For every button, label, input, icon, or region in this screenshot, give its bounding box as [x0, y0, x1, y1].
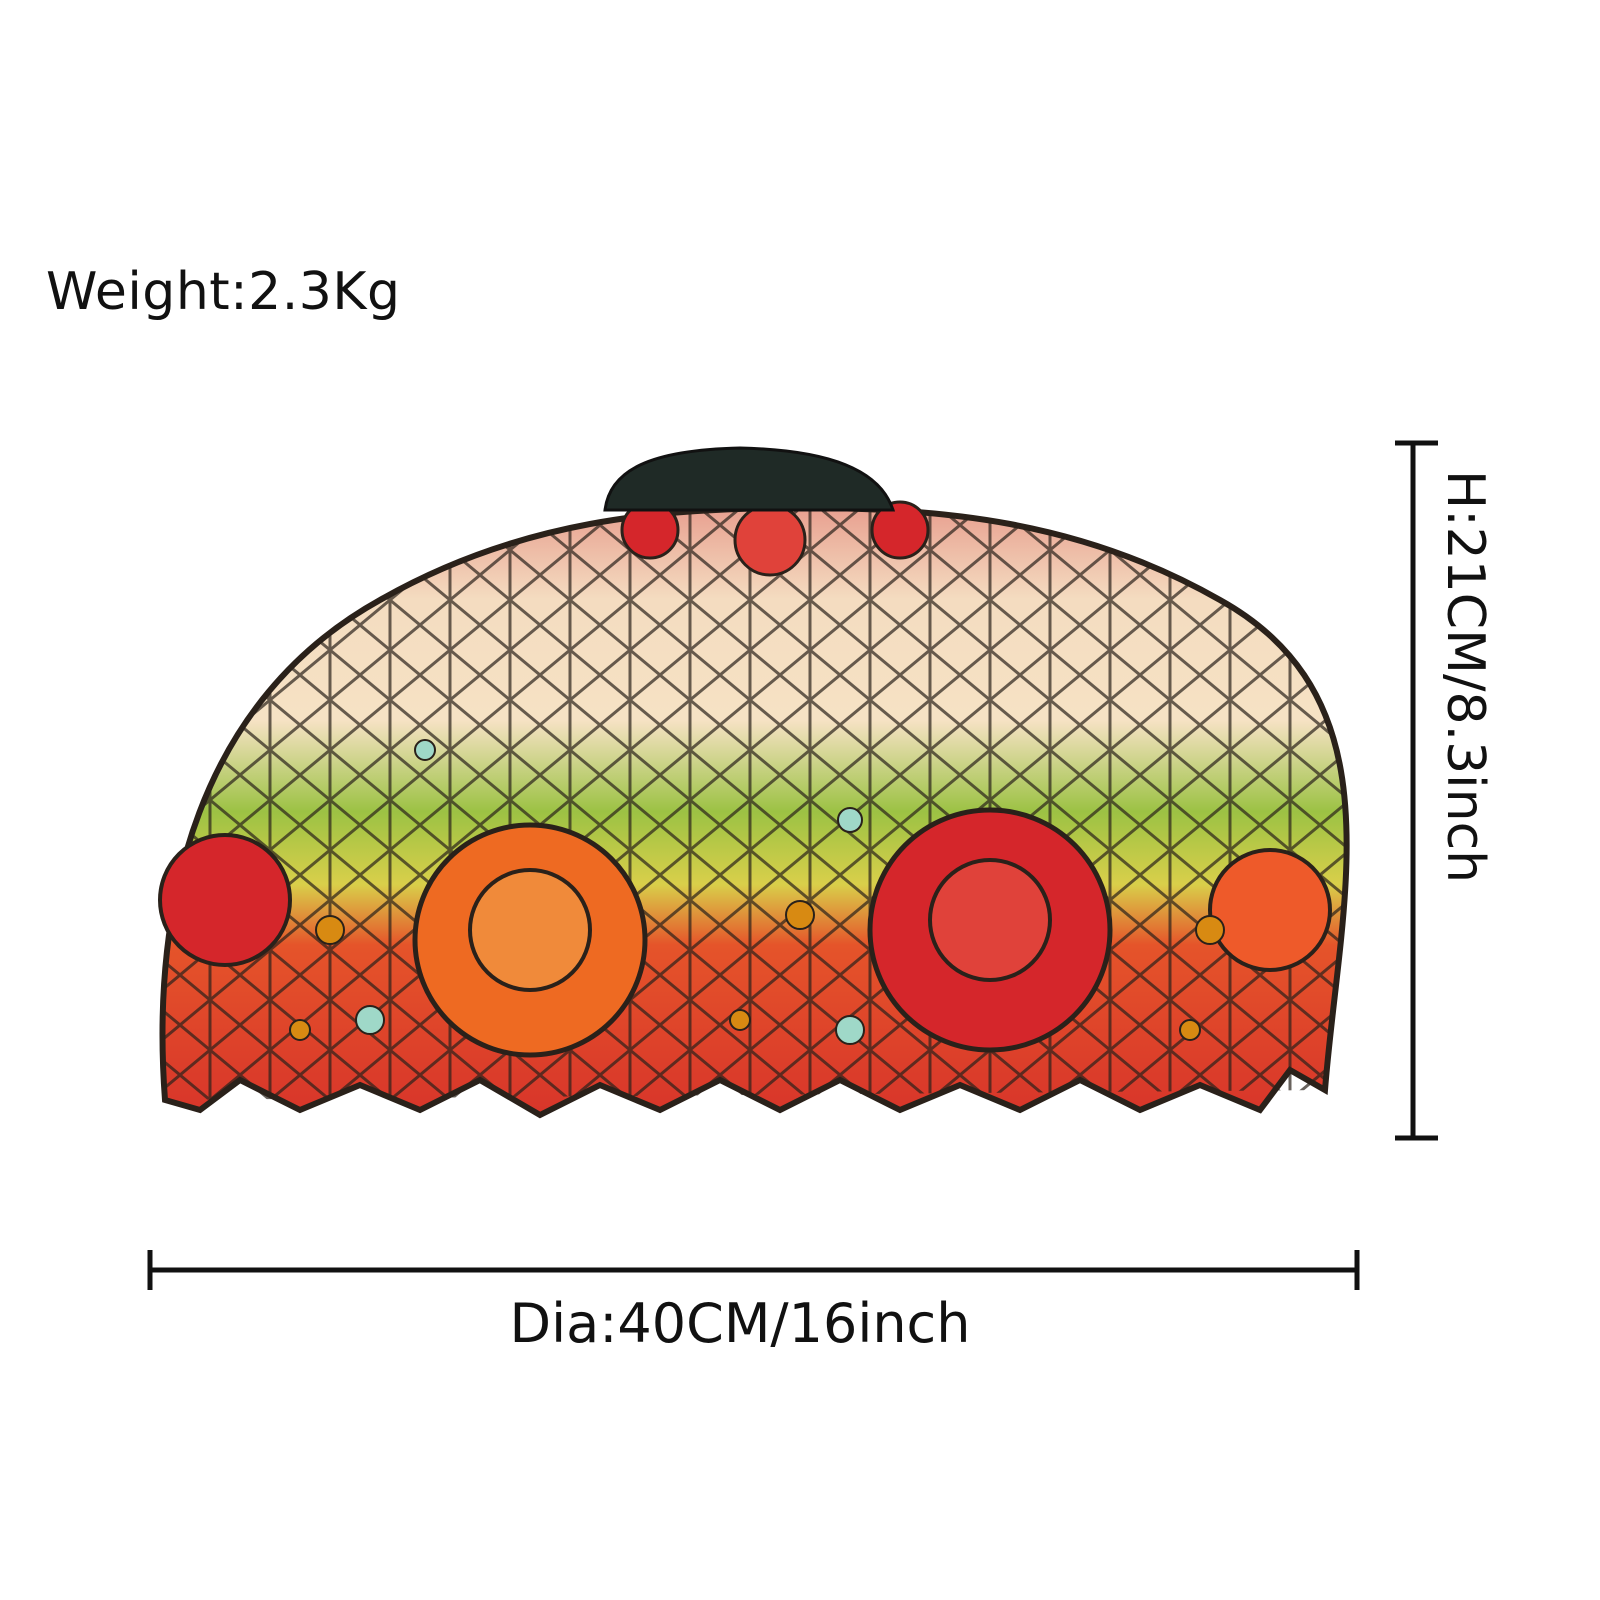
- lamp-shade: [158, 446, 1350, 1119]
- jewel-beads: [289, 739, 1225, 1045]
- lamp-cap: [603, 446, 896, 512]
- diameter-dimension-line: [147, 1250, 1360, 1290]
- height-dimension-line: [1395, 440, 1438, 1141]
- height-label: H:21CM/8.3inch: [1435, 470, 1495, 884]
- rose-motifs: [158, 500, 1332, 1058]
- weight-label: Weight:2.3Kg: [46, 262, 401, 322]
- diameter-label: Dia:40CM/16inch: [509, 1292, 971, 1355]
